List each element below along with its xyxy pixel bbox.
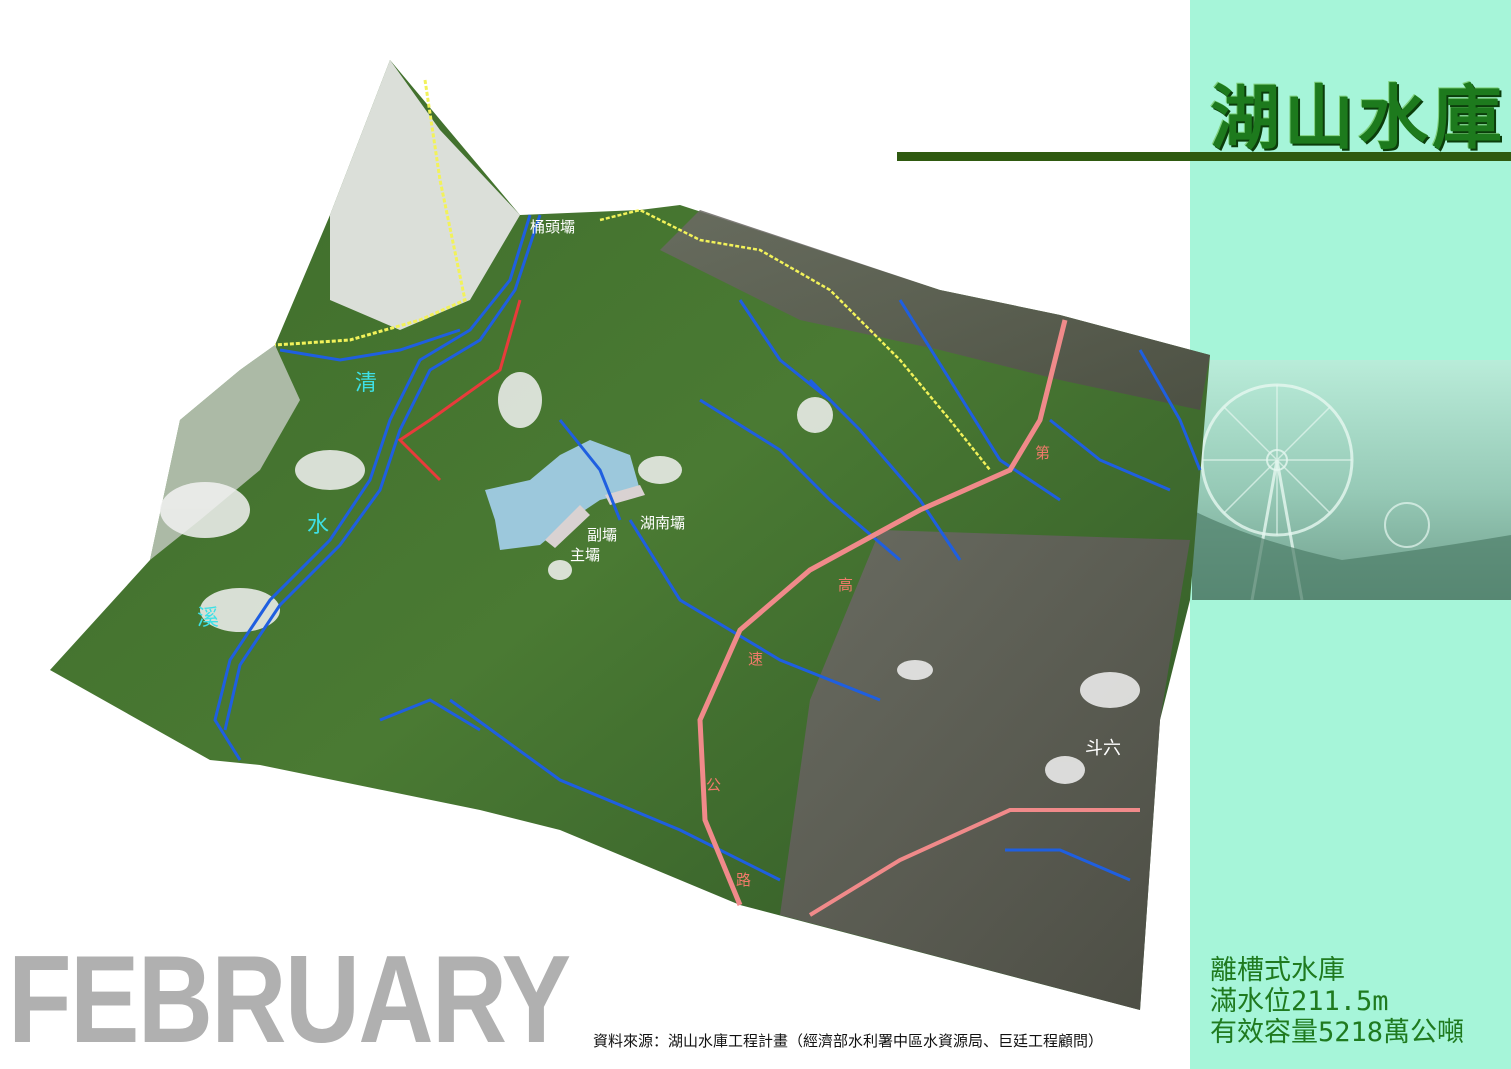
river-network <box>213 214 1202 882</box>
title-underline <box>897 152 1511 161</box>
page-title: 湖山水庫 <box>1210 76 1506 159</box>
label-hunan-dam: 湖南壩 <box>640 514 685 532</box>
urban-area-north <box>660 210 1210 410</box>
trail-line <box>274 79 467 347</box>
info-water-level: 滿水位211.5m <box>1210 986 1389 1017</box>
highway-route <box>697 319 1068 906</box>
urban-area-douliu <box>780 530 1190 1010</box>
label-river-xi: 溪 <box>197 606 219 631</box>
label-hwy-gao: 高 <box>838 576 853 594</box>
month-label: FEBRUARY <box>8 931 571 1069</box>
label-hwy-di: 第 <box>1035 444 1050 462</box>
reservoir <box>485 440 640 550</box>
label-hwy-gong: 公 <box>706 776 721 794</box>
info-capacity: 有效容量5218萬公噸 <box>1210 1017 1465 1048</box>
ferris-wheel-photo <box>1192 360 1511 601</box>
road-south <box>808 808 1140 917</box>
label-tongtou-dam: 桶頭壩 <box>530 218 575 236</box>
label-river-shui: 水 <box>307 513 329 538</box>
cloud-patches <box>160 372 1140 784</box>
source-note: 資料來源：湖山水庫工程計畫（經濟部水利署中區水資源局、巨廷工程顧問） <box>593 1032 1104 1050</box>
dam-main <box>545 505 590 548</box>
info-type: 離槽式水庫 <box>1210 955 1345 986</box>
reservoir-info: 離槽式水庫 滿水位211.5m 有效容量5218萬公噸 <box>1210 955 1464 1048</box>
label-fu-dam: 副壩 <box>587 526 617 544</box>
label-hwy-lu: 路 <box>736 871 751 889</box>
label-zhu-dam: 主壩 <box>570 546 600 564</box>
mountain-peak <box>330 60 520 330</box>
label-hwy-su: 速 <box>748 650 763 668</box>
ferris-wheel-icon <box>1192 383 1511 601</box>
label-river-qing: 清 <box>355 371 377 396</box>
label-douliu: 斗六 <box>1085 738 1121 759</box>
dam-hunan <box>605 485 645 505</box>
